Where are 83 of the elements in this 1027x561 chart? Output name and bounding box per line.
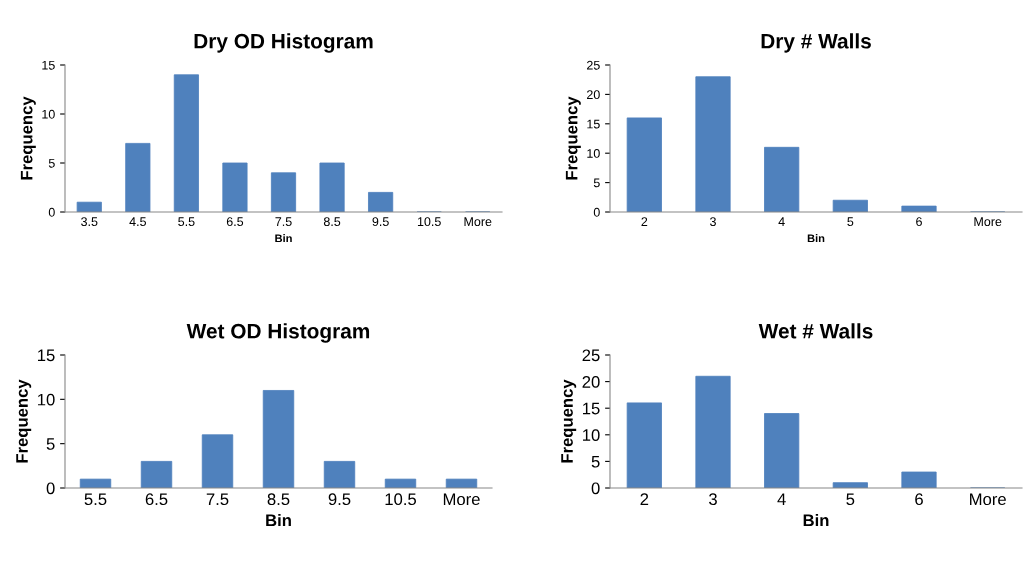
- x-tick-label: 10.5: [385, 493, 417, 506]
- chart-title: Wet OD Histogram: [186, 323, 370, 343]
- bar: [79, 478, 112, 488]
- y-tick-label: 10: [583, 429, 600, 441]
- bar: [140, 460, 173, 488]
- bar: [270, 172, 297, 212]
- y-tick-label: 5: [46, 438, 55, 450]
- y-tick-label: 0: [591, 482, 600, 495]
- x-tick-label: 3: [709, 493, 717, 506]
- bar: [626, 402, 662, 488]
- y-tick-label: 25: [587, 60, 600, 70]
- x-tick-label: 4: [777, 493, 786, 505]
- x-tick-label: 4.5: [129, 217, 146, 227]
- bar: [319, 162, 345, 212]
- x-tick-label: 6: [915, 493, 923, 506]
- y-tick-label: 15: [38, 349, 55, 362]
- bar: [764, 413, 800, 488]
- y-axis-title: Frequency: [16, 379, 32, 463]
- x-tick-label: 5.5: [178, 217, 195, 227]
- x-tick-label: 3: [710, 217, 716, 227]
- bar: [445, 478, 478, 488]
- x-tick-label: 5: [846, 493, 855, 506]
- x-tick-label: 7.5: [275, 217, 292, 227]
- bar: [695, 76, 731, 212]
- bar: [323, 460, 356, 488]
- x-tick-label: More: [443, 493, 480, 506]
- bar: [201, 434, 234, 488]
- bar: [222, 162, 248, 212]
- x-tick-label: 5.5: [84, 493, 107, 506]
- bar: [173, 74, 199, 212]
- y-tick-label: 15: [587, 119, 600, 129]
- bar: [368, 191, 394, 212]
- x-tick-label: 6: [916, 217, 922, 227]
- y-tick-label: 20: [582, 376, 600, 388]
- x-axis-title: Bin: [803, 513, 829, 527]
- bar: [764, 146, 800, 212]
- bar: [832, 199, 868, 212]
- x-axis-title: Bin: [275, 234, 292, 243]
- x-tick-label: 2: [641, 217, 648, 226]
- x-tick-label: 6.5: [145, 493, 168, 506]
- x-axis-title: Bin: [807, 234, 825, 243]
- y-tick-label: 5: [591, 455, 600, 468]
- y-tick-label: 15: [42, 60, 55, 70]
- bar: [901, 471, 937, 488]
- y-axis-title: Frequency: [565, 96, 581, 180]
- bar: [76, 201, 102, 212]
- bar: [901, 205, 937, 212]
- chart-title: Dry OD Histogram: [194, 33, 373, 53]
- x-axis-title: Bin: [266, 513, 291, 527]
- bar: [262, 390, 295, 488]
- y-tick-label: 0: [48, 207, 55, 217]
- y-tick-label: 25: [582, 349, 600, 362]
- y-tick-label: 20: [587, 90, 600, 100]
- x-tick-label: More: [970, 493, 1006, 506]
- y-tick-label: 10: [38, 393, 55, 406]
- x-tick-label: 3.5: [81, 217, 98, 227]
- y-tick-label: 5: [593, 178, 600, 188]
- x-tick-label: 5: [847, 217, 854, 227]
- chart-title: Dry # Walls: [761, 33, 871, 53]
- bar: [695, 375, 731, 488]
- x-tick-label: 10.5: [417, 217, 441, 227]
- x-tick-label: More: [974, 217, 1002, 227]
- x-tick-label: 7.5: [206, 493, 229, 506]
- y-axis-title: Frequency: [20, 96, 36, 180]
- x-tick-label: 8.5: [267, 493, 290, 506]
- y-tick-label: 10: [42, 109, 55, 119]
- y-tick-label: 0: [593, 207, 600, 217]
- chart-title: Wet # Walls: [758, 323, 873, 339]
- x-tick-label: 9.5: [372, 217, 389, 227]
- bar: [626, 117, 662, 212]
- x-tick-label: 4: [778, 217, 785, 226]
- y-tick-label: 15: [583, 402, 600, 415]
- x-tick-label: More: [464, 217, 492, 227]
- bar: [384, 478, 417, 488]
- y-tick-label: 5: [48, 158, 55, 168]
- x-tick-label: 2: [640, 493, 649, 505]
- y-tick-label: 0: [46, 482, 55, 495]
- y-tick-label: 10: [587, 149, 600, 158]
- y-axis-title: Frequency: [561, 379, 577, 463]
- x-tick-label: 9.5: [328, 493, 351, 506]
- bar: [125, 142, 151, 212]
- x-tick-label: 8.5: [323, 217, 341, 227]
- x-tick-label: 6.5: [226, 217, 244, 227]
